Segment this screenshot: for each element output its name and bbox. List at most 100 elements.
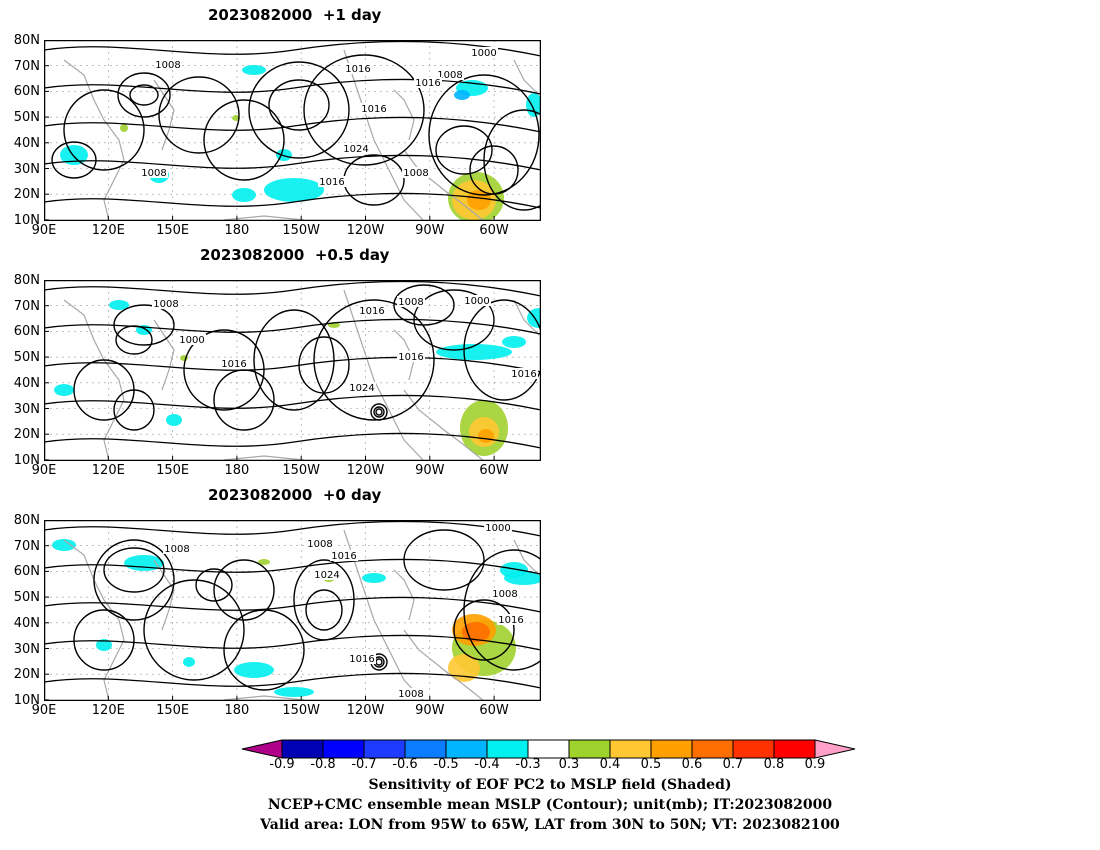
isobar-label: 1016 — [498, 615, 523, 626]
isobar-label: 1008 — [307, 539, 332, 550]
colorbar-cell — [363, 739, 406, 759]
isobar-labels: 1008 101610001008101610161024100810161008… — [140, 47, 498, 188]
isobar-label: 1008 — [437, 70, 462, 81]
colorbar-cell — [445, 739, 488, 759]
lat-tick-label: 60N — [13, 324, 40, 340]
colorbar-cell — [568, 739, 611, 759]
isobar-label: 1016 — [415, 78, 440, 89]
isobar-label: 1008 — [398, 297, 423, 308]
lat-tick-label: 60N — [13, 564, 40, 580]
lat-tick-label: 80N — [13, 33, 40, 48]
lat-tick-label: 10N — [13, 452, 40, 468]
map-frame — [44, 520, 541, 701]
colorbar-label: -0.6 — [392, 757, 418, 772]
lat-tick-label: 50N — [13, 590, 40, 606]
isobar-label: 1016 — [359, 306, 384, 317]
colorbar-label: 0.9 — [804, 757, 826, 772]
colorbar-label: -0.4 — [474, 757, 500, 772]
colorbar-label: 0.5 — [640, 757, 662, 772]
isobar-label: 1000 — [464, 296, 489, 307]
panel-title-1: 2023082000 +1 day — [208, 6, 382, 24]
caption-line-2: NCEP+CMC ensemble mean MSLP (Contour); u… — [267, 797, 833, 813]
lon-tick-label: 150E — [156, 223, 190, 238]
lon-tick-label: 60W — [479, 223, 509, 238]
panel-title-3: 2023082000 +0 day — [208, 486, 382, 504]
isobar-label: 1016 — [398, 352, 423, 363]
isobar-label: 1008 — [141, 168, 166, 179]
map-panel-2: 1008 1016 1008 1000 1000 1016 1016 1024 1016 — [44, 280, 541, 461]
isobar-label: 1008 — [155, 60, 180, 71]
isobar-label: 1008 — [164, 544, 189, 555]
lon-tick-label: 90W — [415, 463, 445, 478]
lon-tick-label: 90E — [31, 703, 57, 718]
lon-tick-label: 120E — [91, 463, 125, 478]
colorbar-label: -0.5 — [433, 757, 459, 772]
isobar-label: 1000 — [179, 335, 204, 346]
lon-tick-label: 150W — [282, 703, 321, 718]
colorbar-cell — [404, 739, 447, 759]
colorbar-label: -0.3 — [515, 757, 541, 772]
lon-tick-label: 180 — [224, 223, 250, 238]
lat-tick-label: 50N — [13, 110, 40, 126]
isobar-labels: 1008 1016 1008 1000 1000 1016 1016 1024 1016 — [152, 295, 538, 394]
colorbar-cell — [691, 739, 734, 759]
sensitivity-shading — [60, 65, 541, 221]
isobar-label: 1024 — [314, 570, 339, 581]
coastlines — [63, 289, 540, 461]
isobar-label: 1016 — [361, 104, 386, 115]
lat-tick-label: 10N — [13, 692, 40, 708]
caption-line-3: Valid area: LON from 95W to 65W, LAT fro… — [260, 817, 840, 833]
lat-tick-label: 30N — [13, 641, 40, 657]
map-frame — [44, 40, 541, 221]
lon-tick-label: 90W — [415, 703, 445, 718]
lon-tick-label: 90E — [31, 463, 57, 478]
lat-tick-label: 70N — [13, 538, 40, 554]
coastlines — [63, 49, 540, 221]
lon-tick-label: 150W — [282, 223, 321, 238]
lat-tick-label: 70N — [13, 298, 40, 314]
lon-tick-label: 150E — [156, 463, 190, 478]
colorbar-cell — [527, 739, 570, 759]
colorbar-label: 0.7 — [722, 757, 744, 772]
map-frame — [44, 280, 541, 461]
isobar-label: 1024 — [349, 383, 374, 394]
colorbar-cell — [773, 739, 816, 759]
lon-tick-label: 150E — [156, 703, 190, 718]
colorbar-label: 0.8 — [763, 757, 785, 772]
colorbar-label: 0.3 — [558, 757, 580, 772]
lon-tick-label: 120W — [346, 703, 385, 718]
colorbar-right-arrow — [814, 739, 856, 759]
caption-line-1: Sensitivity of EOF PC2 to MSLP field (Sh… — [368, 777, 732, 793]
lat-tick-label: 20N — [13, 667, 40, 683]
lon-tick-label: 120W — [346, 223, 385, 238]
isobar-label: 1000 — [471, 48, 496, 59]
lat-tick-label: 30N — [13, 401, 40, 417]
lon-tick-label: 120E — [91, 703, 125, 718]
isobar-label: 1016 — [319, 177, 344, 188]
lat-tick-label: 40N — [13, 135, 40, 151]
colorbar-cell — [650, 739, 693, 759]
colorbar-cell — [609, 739, 652, 759]
lon-tick-label: 180 — [224, 463, 250, 478]
mslp-isobars — [44, 40, 541, 211]
colorbar-label: 0.4 — [599, 757, 621, 772]
colorbar-left-arrow — [241, 739, 283, 759]
colorbar-cell — [732, 739, 775, 759]
isobar-label: 1024 — [343, 144, 368, 155]
colorbar-label: -0.7 — [351, 757, 377, 772]
isobar-label: 1016 — [511, 369, 536, 380]
isobar-label: 1008 — [153, 299, 178, 310]
isobar-label: 1000 — [485, 523, 510, 534]
isobar-label: 1008 — [398, 689, 423, 700]
lon-tick-label: 90E — [31, 223, 57, 238]
mslp-isobars — [44, 280, 541, 449]
panel-title-2: 2023082000 +0.5 day — [200, 246, 390, 264]
lat-tick-label: 10N — [13, 212, 40, 228]
isobar-label: 1016 — [331, 551, 356, 562]
lat-tick-label: 80N — [13, 513, 40, 528]
map-panel-1: 1008 101610001008101610161024100810161008… — [44, 40, 541, 221]
colorbar-cell — [322, 739, 365, 759]
lat-tick-label: 40N — [13, 615, 40, 631]
